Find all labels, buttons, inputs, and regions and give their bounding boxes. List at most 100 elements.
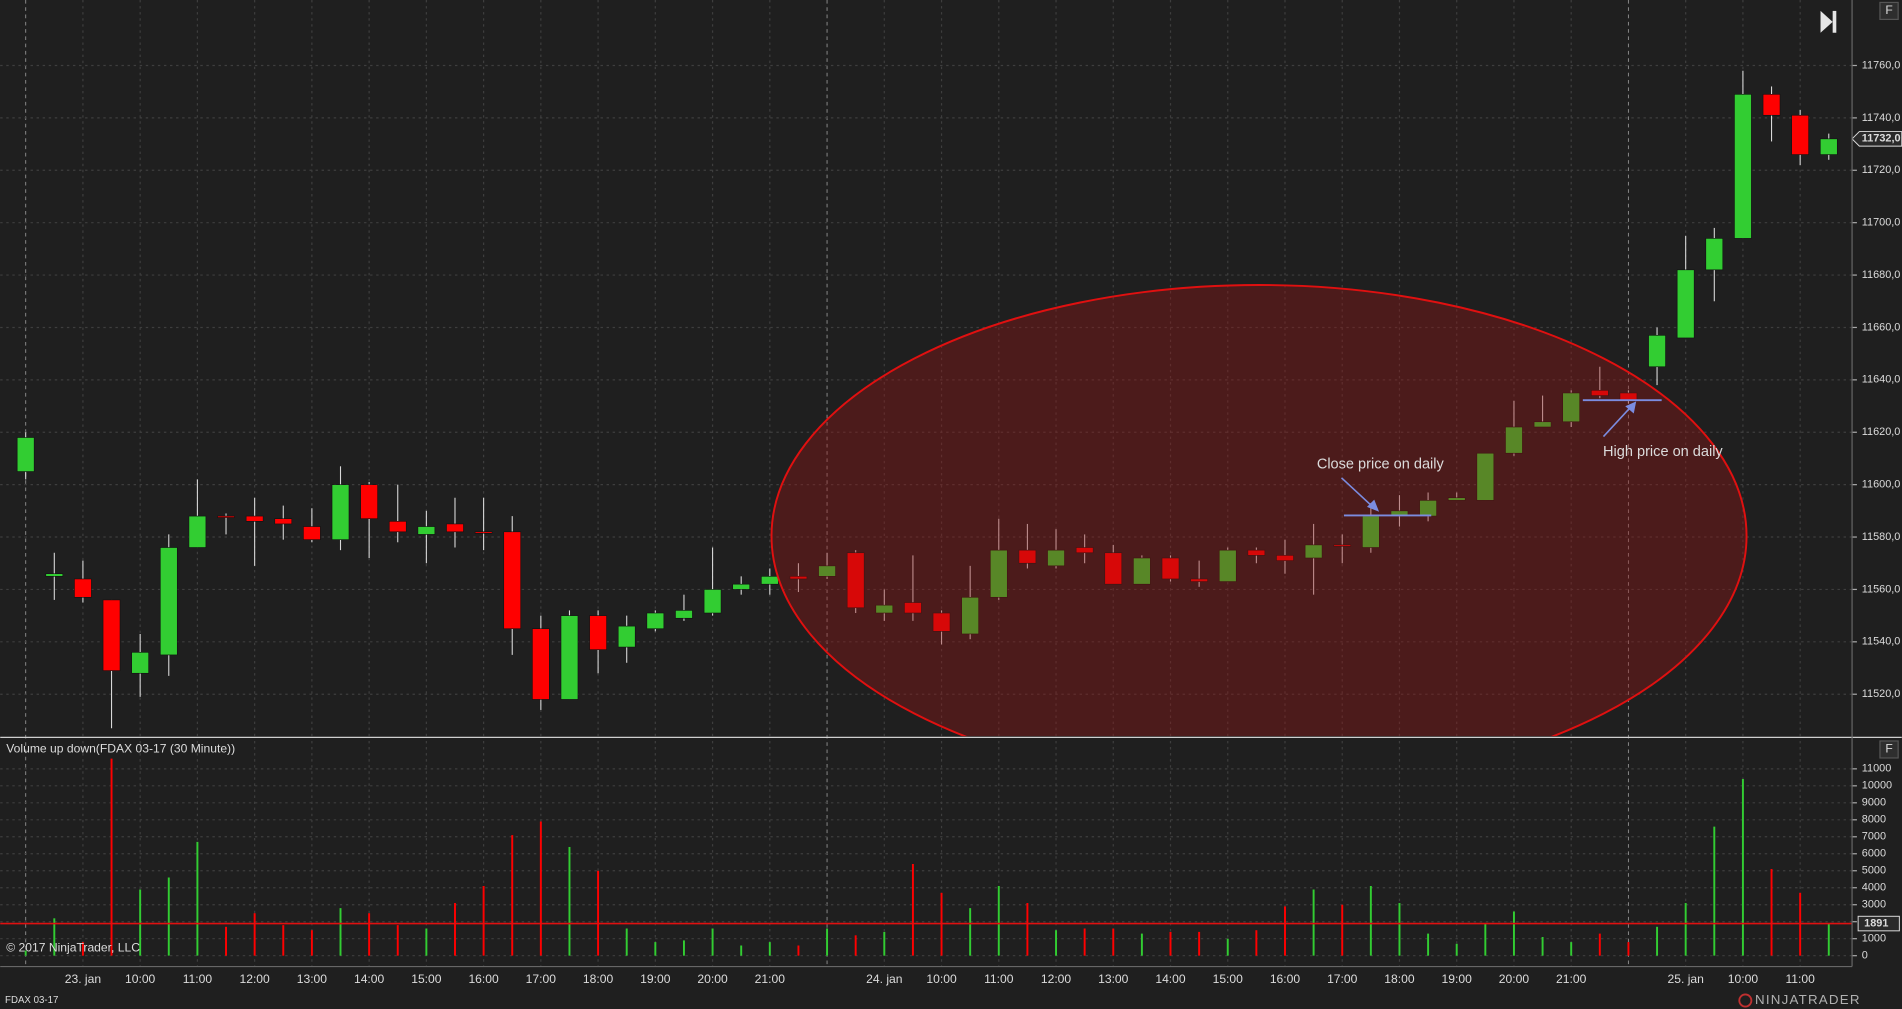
x-tick-label: 12:00 (1041, 972, 1072, 986)
x-tick-label: 21:00 (1556, 972, 1587, 986)
candle-body (732, 583, 750, 590)
y-tick-label: 11560,0 (1862, 583, 1901, 595)
x-tick-label: 11:00 (984, 972, 1014, 986)
candle-body (1648, 335, 1666, 368)
drawing-layer (770, 284, 1748, 787)
x-tick-label: 18:00 (583, 972, 614, 986)
candle-body (617, 625, 636, 648)
x-tick-label: 25. jan (1667, 972, 1703, 986)
y-tick-label: 8000 (1862, 814, 1886, 826)
candle-body (1333, 544, 1352, 547)
candle-body (102, 599, 121, 671)
candle-body (1075, 547, 1094, 554)
arrow-head (1625, 401, 1637, 414)
y-tick-label: 6000 (1862, 848, 1886, 860)
panel-button[interactable] (1879, 740, 1899, 759)
candle-body (45, 573, 64, 577)
y-tick-label: 4000 (1862, 882, 1886, 894)
candle-body (1161, 557, 1180, 580)
x-tick-label: 21:00 (755, 972, 786, 986)
y-tick-label: 11660,0 (1862, 321, 1901, 333)
x-tick-label: 20:00 (1499, 972, 1530, 986)
candle-body (789, 576, 808, 580)
play-icon[interactable] (1820, 10, 1833, 33)
marks-layer (16, 70, 1838, 956)
y-tick-label: 5000 (1862, 865, 1886, 877)
candle-body (1533, 421, 1552, 428)
candle-body (1018, 549, 1037, 564)
y-tick-label: 11740,0 (1862, 112, 1901, 124)
y-tick-label: 11640,0 (1862, 374, 1901, 386)
candle-body (503, 531, 522, 630)
y-tick-label: 11680,0 (1862, 269, 1901, 281)
last-value-label: 1891 (1864, 917, 1888, 929)
candle-body (961, 596, 979, 635)
y-tick-label: 11600,0 (1862, 479, 1901, 491)
candle-body (74, 578, 92, 598)
candle-body (131, 652, 149, 674)
copyright: © 2017 NinjaTrader, LLC (6, 941, 140, 955)
y-tick-label: 11520,0 (1862, 688, 1901, 700)
x-tick-label: 11:00 (183, 972, 213, 986)
overlay-layer: 11520,0 11540,0 11560,0 11580,0 11600,0 11620… (0, 59, 1902, 986)
indicator-title: Volume up down(FDAX 03-17 (30 Minute)) (6, 742, 235, 756)
candle-body (1304, 544, 1323, 559)
x-tick-label: 18:00 (1384, 972, 1415, 986)
x-tick-label: 19:00 (640, 972, 671, 986)
panel-button[interactable] (1879, 1, 1899, 21)
y-tick-label: 3000 (1862, 899, 1886, 911)
candle-body (417, 526, 436, 535)
candle-body (1562, 392, 1580, 423)
x-tick-label: 20:00 (697, 972, 728, 986)
arrow[interactable] (1602, 404, 1634, 438)
candle-body (217, 515, 235, 518)
x-tick-label: 13:00 (297, 972, 328, 986)
brand: NINJATRADER (1755, 992, 1861, 1007)
x-tick-label: 24. jan (866, 972, 902, 986)
candle-body (1791, 114, 1809, 155)
y-tick-label: 11720,0 (1862, 164, 1901, 176)
y-tick-label: 9000 (1862, 797, 1886, 809)
candle-body (16, 437, 35, 472)
candle-body (1247, 549, 1266, 556)
candle-body (818, 565, 836, 577)
candle-body (675, 610, 693, 619)
candle-body (1133, 557, 1151, 585)
x-tick-label: 10:00 (1728, 972, 1759, 986)
candle-body (1734, 94, 1752, 239)
candle-body (388, 521, 407, 533)
x-tick-label: 16:00 (1270, 972, 1301, 986)
candle-body (1104, 552, 1123, 585)
candle-body (1218, 549, 1237, 582)
x-tick-label: 13:00 (1098, 972, 1129, 986)
candle-body (1676, 269, 1695, 339)
candle-body (646, 612, 665, 630)
candle-body (188, 515, 207, 548)
brand-logo (1738, 993, 1753, 1008)
panel-button-label[interactable]: F (1885, 3, 1892, 17)
y-tick-label: 11620,0 (1862, 426, 1901, 438)
candle-body (1705, 238, 1724, 271)
candle-body (1190, 578, 1208, 582)
candle-body (761, 576, 779, 585)
annotation[interactable]: Close price on daily (1317, 456, 1445, 472)
arrow-head (1366, 499, 1380, 512)
candle-body (474, 531, 493, 534)
play-icon[interactable] (1832, 10, 1837, 33)
x-tick-label: 14:00 (1155, 972, 1186, 986)
price-marker-label: 11732,0 (1862, 133, 1901, 145)
panel-button-label[interactable]: F (1885, 742, 1892, 756)
candle-body (1047, 549, 1065, 567)
y-tick-label: 0 (1862, 950, 1868, 962)
ellipse-drawing[interactable] (770, 284, 1748, 787)
candle-body (1447, 497, 1466, 501)
candle-body (932, 612, 951, 632)
y-tick-label: 11700,0 (1862, 217, 1901, 229)
candle-body (1591, 390, 1609, 396)
annotation[interactable]: High price on daily (1603, 444, 1723, 460)
y-tick-label: 11760,0 (1862, 59, 1901, 71)
candle-body (989, 549, 1008, 598)
candle-body (446, 523, 464, 533)
candle-body (1762, 94, 1781, 116)
candle-body (875, 604, 894, 614)
